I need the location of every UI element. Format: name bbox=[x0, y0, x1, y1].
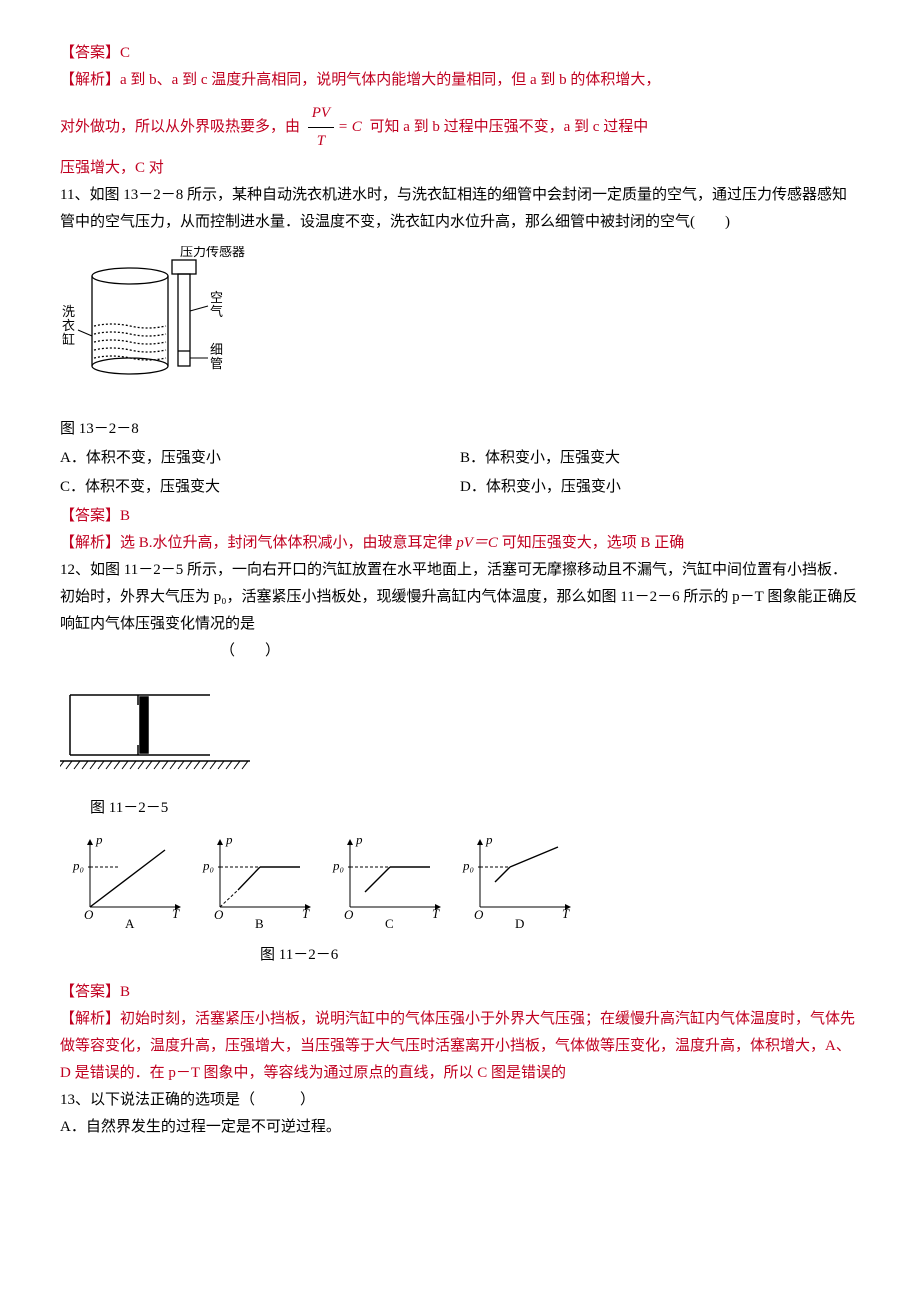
option-a: A．体积不变，压强变小 bbox=[60, 445, 460, 472]
svg-text:O: O bbox=[474, 907, 484, 922]
option-b: B．体积变小，压强变大 bbox=[460, 445, 860, 472]
svg-text:O: O bbox=[214, 907, 224, 922]
svg-text:D: D bbox=[515, 916, 524, 931]
label-tub: 洗衣缸 bbox=[62, 304, 75, 347]
label-air: 空气 bbox=[210, 290, 223, 319]
figure-pt-graphs: p p₀ O T A p p₀ O T B p p₀ O T C bbox=[60, 832, 860, 932]
svg-text:B: B bbox=[255, 916, 264, 931]
question-stem: 如图 13－2－8 所示，某种自动洗衣机进水时，与洗衣缸相连的细管中会封闭一定质… bbox=[60, 187, 847, 230]
explain-text: 【解析】选 B.水位升高，封闭气体体积减小，由玻意耳定律 pV＝C 可知压强变大… bbox=[60, 535, 684, 551]
explain-text: 对外做功，所以从外界吸热要多，由 bbox=[60, 119, 300, 135]
svg-text:T: T bbox=[302, 906, 310, 921]
svg-text:T: T bbox=[432, 906, 440, 921]
explain-text: 压强增大，C 对 bbox=[60, 160, 164, 176]
answer-label: 【答案】C bbox=[60, 45, 130, 61]
question-stem: 如图 11－2－5 所示，一向右开口的汽缸放置在水平地面上，活塞可无摩擦移动且不… bbox=[60, 562, 857, 632]
question-number: 12、 bbox=[60, 562, 90, 578]
svg-text:p: p bbox=[95, 832, 103, 847]
answer-label: 【答案】B bbox=[60, 979, 860, 1006]
answer-label: 【答案】B bbox=[60, 503, 860, 530]
svg-text:T: T bbox=[562, 906, 570, 921]
figure-caption: 图 11－2－6 bbox=[260, 942, 860, 969]
figure-washing-machine: 压力传感器 洗衣缸 空气 细管 bbox=[60, 246, 860, 406]
svg-text:T: T bbox=[172, 906, 180, 921]
svg-text:p₀: p₀ bbox=[72, 858, 84, 873]
svg-text:A: A bbox=[125, 916, 135, 931]
svg-text:O: O bbox=[84, 907, 94, 922]
question-number: 11、 bbox=[60, 187, 89, 203]
svg-text:p₀: p₀ bbox=[462, 858, 474, 873]
question-number: 13、 bbox=[60, 1092, 90, 1108]
figure-caption: 图 11－2－5 bbox=[90, 795, 860, 822]
question-stem: 以下说法正确的选项是（ ） bbox=[90, 1092, 315, 1108]
option-d: D．体积变小，压强变小 bbox=[460, 474, 860, 501]
svg-text:p: p bbox=[225, 832, 233, 847]
formula-pv-t: PVT = C bbox=[308, 100, 362, 155]
svg-text:p: p bbox=[485, 832, 493, 847]
svg-text:p: p bbox=[355, 832, 363, 847]
svg-text:p₀: p₀ bbox=[332, 858, 344, 873]
option-a: A．自然界发生的过程一定是不可逆过程。 bbox=[60, 1114, 860, 1141]
option-c: C．体积不变，压强变大 bbox=[60, 474, 460, 501]
svg-text:C: C bbox=[385, 916, 394, 931]
label-pressure-sensor: 压力传感器 bbox=[180, 246, 245, 259]
figure-caption: 图 13－2－8 bbox=[60, 416, 860, 443]
svg-text:p₀: p₀ bbox=[202, 858, 214, 873]
label-tube: 细管 bbox=[210, 342, 223, 371]
svg-text:O: O bbox=[344, 907, 354, 922]
explain-text: 【解析】初始时刻，活塞紧压小挡板，说明汽缸中的气体压强小于外界大气压强；在缓慢升… bbox=[60, 1006, 860, 1087]
explain-text: 可知 a 到 b 过程中压强不变，a 到 c 过程中 bbox=[369, 119, 648, 135]
explain-text: 【解析】a 到 b、a 到 c 温度升高相同，说明气体内能增大的量相同，但 a … bbox=[60, 72, 660, 88]
figure-cylinder bbox=[60, 675, 860, 785]
